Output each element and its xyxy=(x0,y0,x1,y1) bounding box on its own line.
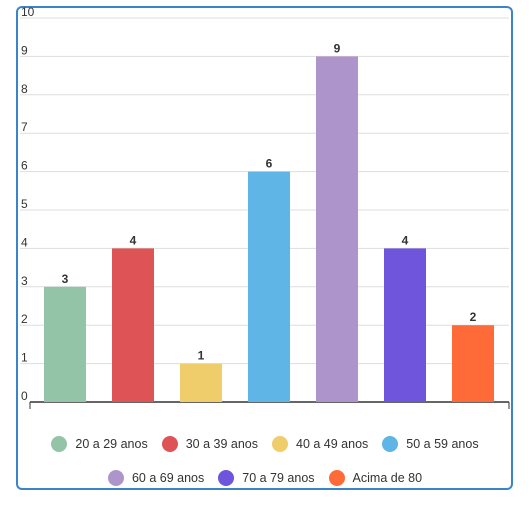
legend-item[interactable]: 70 a 79 anos xyxy=(218,470,315,486)
data-label: 3 xyxy=(62,272,69,286)
data-label: 4 xyxy=(402,233,409,247)
bar xyxy=(44,286,86,402)
legend-item[interactable]: 40 a 49 anos xyxy=(272,436,368,452)
y-tick-label: 9 xyxy=(21,43,28,57)
y-tick-label: 7 xyxy=(21,120,28,134)
legend-label: 60 a 69 anos xyxy=(131,471,205,485)
legend-item[interactable]: 50 a 59 anos xyxy=(382,436,479,452)
bar xyxy=(452,325,494,402)
data-label: 2 xyxy=(470,310,477,324)
y-tick-label: 4 xyxy=(21,235,28,249)
legend-swatch xyxy=(382,436,399,452)
data-label: 9 xyxy=(334,41,341,55)
bar xyxy=(180,363,222,402)
y-tick-label: 0 xyxy=(21,389,28,403)
legend-row-1: 20 a 29 anos 30 a 39 anos 40 a 49 anos 5… xyxy=(18,436,512,452)
legend-label: 20 a 29 anos xyxy=(75,437,148,451)
y-tick-label: 2 xyxy=(21,312,28,326)
legend-label: 50 a 59 anos xyxy=(406,437,479,451)
bar xyxy=(316,56,358,403)
y-tick-label: 5 xyxy=(21,197,28,211)
legend-swatch xyxy=(161,436,178,452)
legend-item[interactable]: Acima de 80 xyxy=(328,470,423,486)
legend-label: 40 a 49 anos xyxy=(296,437,369,451)
y-tick-label: 1 xyxy=(21,351,28,365)
bar xyxy=(112,248,154,402)
legend-item[interactable]: 30 a 39 anos xyxy=(161,436,258,452)
data-label: 6 xyxy=(266,157,273,171)
legend-swatch xyxy=(272,436,288,452)
legend-swatch xyxy=(218,470,235,486)
y-tick-label: 6 xyxy=(21,159,28,173)
legend-swatch xyxy=(51,436,68,452)
bar xyxy=(248,171,290,402)
legend-item[interactable]: 20 a 29 anos xyxy=(51,436,148,452)
legend-label: 30 a 39 anos xyxy=(185,437,258,451)
legend-label: Acima de 80 xyxy=(352,471,423,485)
bar-chart: 0 1 2 3 4 5 6 7 8 9 10 3 4 1 6 9 4 2 xyxy=(20,5,510,409)
y-tick-label: 8 xyxy=(21,82,28,96)
legend-label: 70 a 79 anos xyxy=(242,471,315,485)
legend-swatch xyxy=(107,470,124,486)
y-tick-label: 3 xyxy=(21,274,28,288)
legend-item[interactable]: 60 a 69 anos xyxy=(107,470,205,486)
data-label: 1 xyxy=(198,349,205,363)
bar xyxy=(384,248,426,402)
y-tick-label: 10 xyxy=(21,5,35,19)
data-label: 4 xyxy=(130,233,137,247)
legend-swatch xyxy=(328,470,345,486)
legend-row-2: 60 a 69 anos 70 a 79 anos Acima de 80 xyxy=(18,470,512,486)
